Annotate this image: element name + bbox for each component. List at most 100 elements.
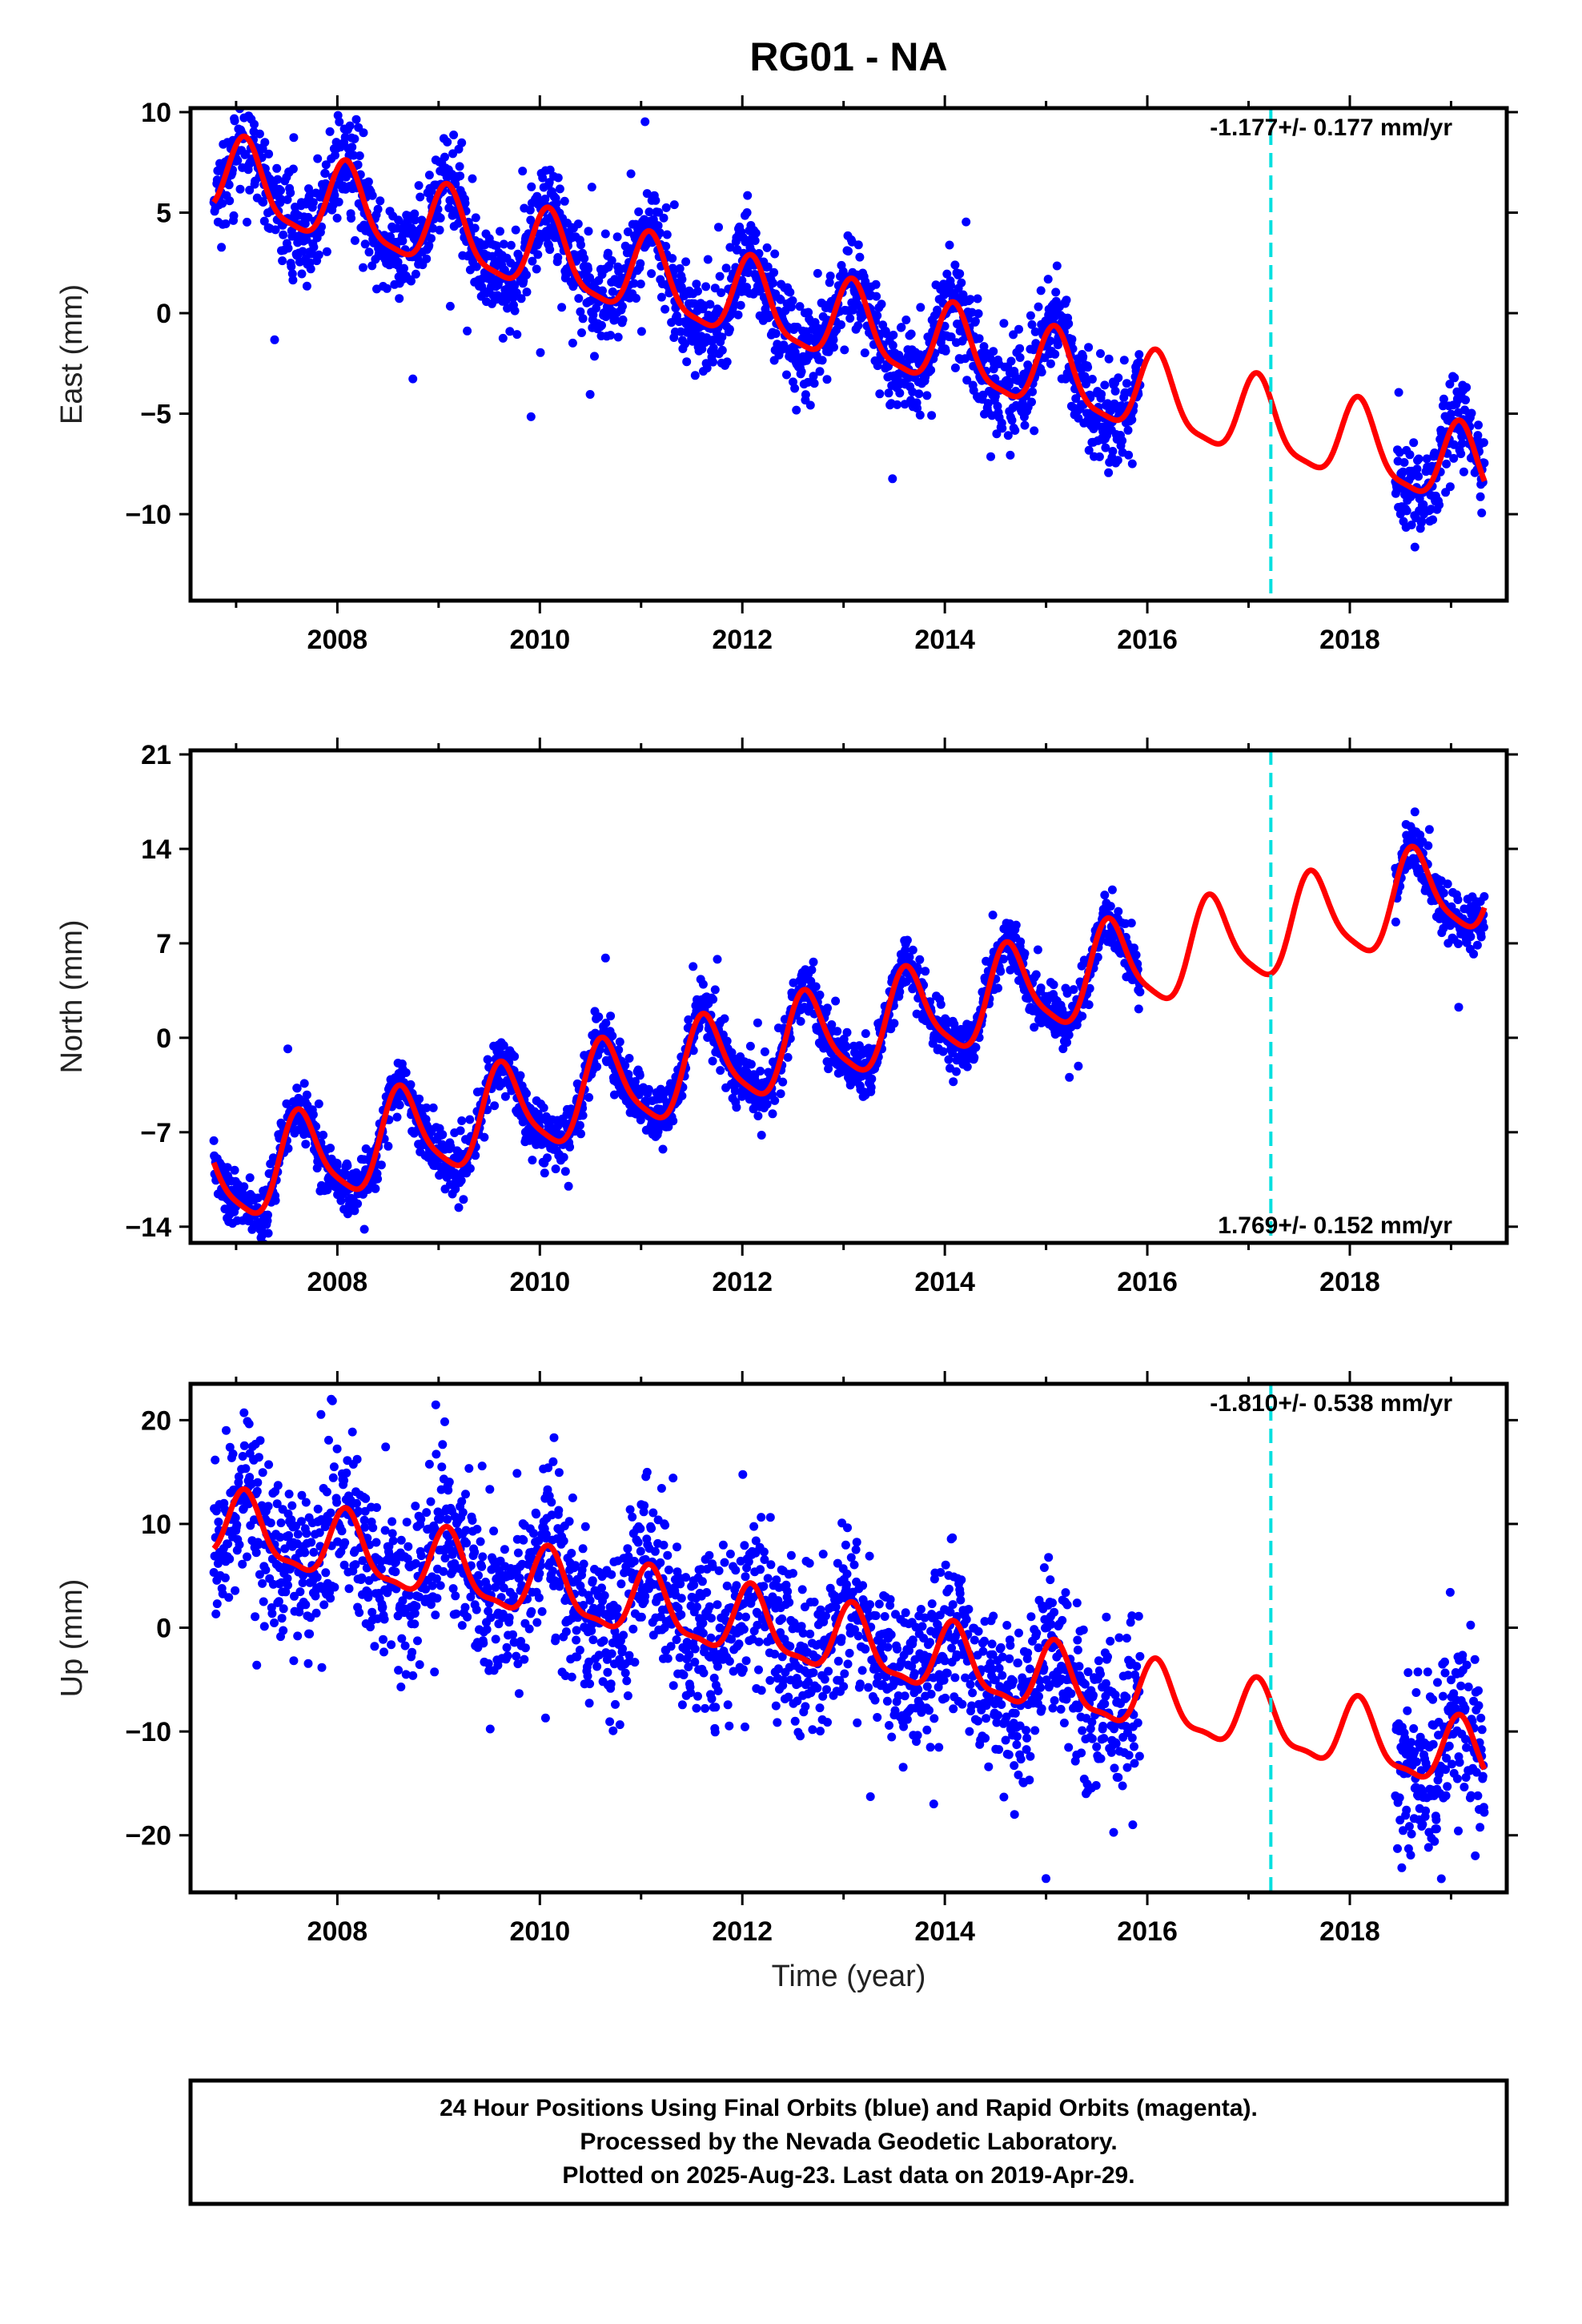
east-data-point (855, 252, 865, 262)
north-data-point (1074, 1061, 1083, 1071)
north-data-point (350, 1206, 359, 1216)
up-data-point (400, 1641, 410, 1651)
east-data-point (276, 186, 285, 195)
north-data-point (383, 1141, 393, 1151)
north-rate-annotation: 1.769+/- 0.152 mm/yr (1218, 1212, 1452, 1239)
north-data-point (807, 965, 817, 975)
up-data-point (259, 1597, 268, 1606)
north-data-point (245, 1173, 255, 1183)
north-data-point (1069, 985, 1078, 995)
up-data-point (378, 1602, 387, 1612)
east-data-point (654, 207, 664, 217)
up-data-point (225, 1554, 235, 1564)
north-data-point (578, 1111, 588, 1120)
north-data-point (239, 1182, 249, 1192)
up-data-point (317, 1663, 327, 1672)
east-data-point (721, 263, 731, 273)
east-data-point (386, 232, 395, 241)
east-data-point (642, 189, 652, 199)
east-data-point (532, 264, 541, 274)
up-data-point (396, 1683, 406, 1691)
east-y-tick-label: 10 (141, 98, 171, 128)
north-data-point (1424, 825, 1434, 834)
up-data-point (222, 1425, 231, 1435)
east-data-point (351, 115, 361, 124)
east-data-point (805, 400, 815, 410)
east-data-point (1392, 485, 1402, 495)
east-data-point (463, 326, 472, 336)
east-data-point (893, 400, 902, 409)
north-data-point (756, 1067, 765, 1076)
north-data-point (921, 967, 930, 976)
east-data-point (522, 270, 531, 279)
east-data-point (373, 204, 383, 214)
up-data-point (251, 1612, 260, 1622)
east-data-point (410, 215, 420, 225)
east-data-point (235, 184, 245, 194)
east-data-point (276, 195, 286, 204)
east-data-point (1003, 431, 1013, 440)
east-data-point (742, 208, 752, 217)
east-data-point (224, 180, 234, 190)
up-data-point (212, 1599, 222, 1609)
east-data-point (974, 334, 984, 344)
north-data-point (867, 1074, 877, 1084)
up-data-point (235, 1540, 244, 1550)
east-data-point (946, 280, 955, 290)
east-data-point (584, 264, 592, 274)
up-data-point (313, 1504, 323, 1514)
east-data-point (330, 191, 339, 200)
east-data-point (915, 410, 925, 420)
north-y-tick-label: 21 (141, 740, 171, 770)
east-data-point (510, 306, 520, 316)
north-data-point (575, 1120, 584, 1130)
east-data-point (574, 294, 584, 304)
east-data-point (1108, 447, 1118, 456)
north-data-point (283, 1144, 293, 1153)
north-data-point (1011, 920, 1021, 930)
east-data-point (955, 326, 965, 336)
up-data-point (267, 1609, 277, 1618)
east-data-point (714, 223, 723, 232)
north-data-point (253, 1193, 263, 1203)
east-data-point (225, 196, 235, 206)
east-y-tick-label: 0 (156, 299, 171, 329)
north-data-point (1480, 892, 1489, 901)
up-data-point (287, 1501, 297, 1510)
north-data-point (1472, 940, 1482, 950)
east-data-point (709, 357, 718, 367)
up-data-point (324, 1435, 333, 1445)
north-data-point (902, 935, 912, 945)
east-data-point (279, 230, 288, 239)
east-data-point (797, 367, 806, 376)
east-data-point (669, 200, 679, 210)
north-data-point (459, 1195, 468, 1204)
east-data-point (306, 264, 315, 274)
north-data-point (1466, 932, 1476, 942)
east-y-tick-label: 5 (156, 199, 171, 229)
east-data-point (422, 254, 432, 263)
up-data-point (251, 1548, 261, 1558)
north-data-point (332, 1159, 342, 1168)
east-data-point (792, 405, 801, 415)
east-data-point (525, 205, 535, 215)
east-data-point (221, 219, 231, 228)
east-data-point (873, 311, 882, 320)
east-data-point (424, 171, 434, 180)
east-data-point (916, 303, 926, 312)
east-data-point (1101, 443, 1110, 452)
east-data-point (555, 184, 564, 194)
east-data-point (769, 279, 777, 287)
up-data-point (332, 1444, 342, 1454)
up-data-point (326, 1594, 335, 1603)
up-data-point (329, 1462, 339, 1472)
east-data-point (1084, 343, 1094, 352)
east-data-point (359, 263, 367, 272)
north-data-point (1423, 841, 1433, 850)
east-data-point (278, 256, 287, 266)
north-data-point (753, 1018, 762, 1027)
east-data-point (435, 225, 444, 235)
north-data-point (1100, 891, 1110, 900)
up-data-point (274, 1597, 283, 1606)
